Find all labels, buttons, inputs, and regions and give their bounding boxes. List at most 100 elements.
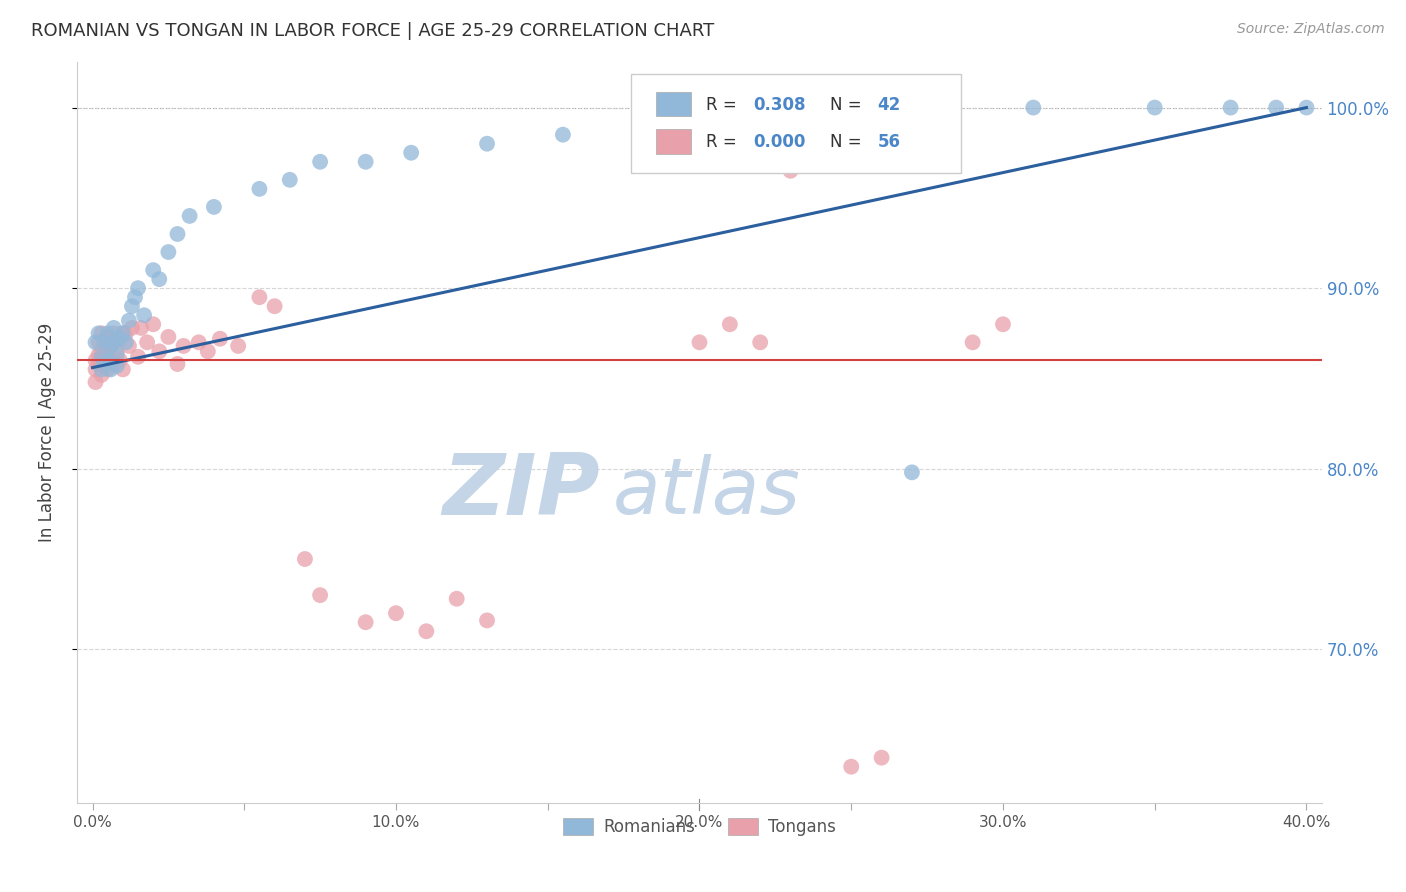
Point [294,552,316,566]
Point [84,353,107,368]
Point [202,200,225,214]
Point [93,357,115,371]
FancyBboxPatch shape [657,92,690,117]
Text: ROMANIAN VS TONGAN IN LABOR FORCE | AGE 25-29 CORRELATION CHART: ROMANIAN VS TONGAN IN LABOR FORCE | AGE … [31,22,714,40]
FancyBboxPatch shape [657,129,690,153]
Point [87,357,110,371]
Point [90,362,112,376]
Point [111,326,134,341]
Point [90,326,112,341]
Point [93,335,115,350]
Point [991,318,1014,332]
Point [132,308,155,322]
Point [173,339,195,353]
Point [87,326,110,341]
Point [97,362,120,376]
Text: 0.000: 0.000 [754,133,806,151]
Point [551,128,574,142]
Point [87,348,110,362]
Text: atlas: atlas [613,454,800,530]
Point [1219,101,1241,115]
Point [309,154,332,169]
Point [103,326,125,341]
Text: 0.308: 0.308 [754,95,806,113]
Point [249,290,271,304]
Point [643,119,665,133]
Point [93,350,115,364]
Legend: Romanians, Tongans: Romanians, Tongans [557,811,842,843]
Point [90,350,112,364]
Point [179,209,201,223]
Point [475,614,498,628]
Point [97,330,120,344]
Point [100,339,122,353]
Point [103,321,125,335]
Point [415,624,437,639]
Point [263,299,285,313]
Point [718,318,741,332]
Point [124,290,146,304]
Text: R =: R = [706,133,742,151]
Point [97,353,120,368]
Point [688,335,710,350]
Point [115,335,138,350]
Point [100,353,122,368]
Point [749,110,772,124]
Point [1295,101,1317,115]
Point [90,344,112,359]
Point [84,335,107,350]
Point [118,339,141,353]
FancyBboxPatch shape [631,73,960,173]
Point [187,335,209,350]
Point [142,318,165,332]
Point [127,281,149,295]
Point [105,332,128,346]
Y-axis label: In Labor Force | Age 25-29: In Labor Force | Age 25-29 [38,323,56,542]
Point [157,330,180,344]
Point [87,335,110,350]
Point [148,272,170,286]
Text: N =: N = [830,95,868,113]
Point [226,339,249,353]
Point [779,163,801,178]
Point [97,326,120,341]
Point [354,154,377,169]
Point [839,760,862,774]
Point [115,326,138,341]
Point [103,335,125,350]
Point [166,357,188,371]
Point [97,344,120,359]
Point [399,145,422,160]
Point [100,362,122,376]
Point [84,375,107,389]
Point [129,321,152,335]
Point [901,466,924,480]
Point [84,362,107,376]
Point [121,321,143,335]
Point [121,299,143,313]
Point [962,335,984,350]
Point [105,359,128,373]
Text: R =: R = [706,95,742,113]
Point [103,357,125,371]
Point [136,335,159,350]
Point [118,313,141,327]
Point [111,362,134,376]
Point [870,750,893,764]
Point [1143,101,1166,115]
Point [100,339,122,353]
Point [108,353,131,368]
Point [166,227,188,241]
Point [148,344,170,359]
Point [309,588,332,602]
Point [157,245,180,260]
Point [111,326,134,341]
Text: 56: 56 [877,133,900,151]
Point [105,348,128,362]
Text: N =: N = [830,133,868,151]
Point [249,182,271,196]
Text: 42: 42 [877,95,901,113]
Point [278,173,301,187]
Point [105,344,128,359]
Point [354,615,377,630]
